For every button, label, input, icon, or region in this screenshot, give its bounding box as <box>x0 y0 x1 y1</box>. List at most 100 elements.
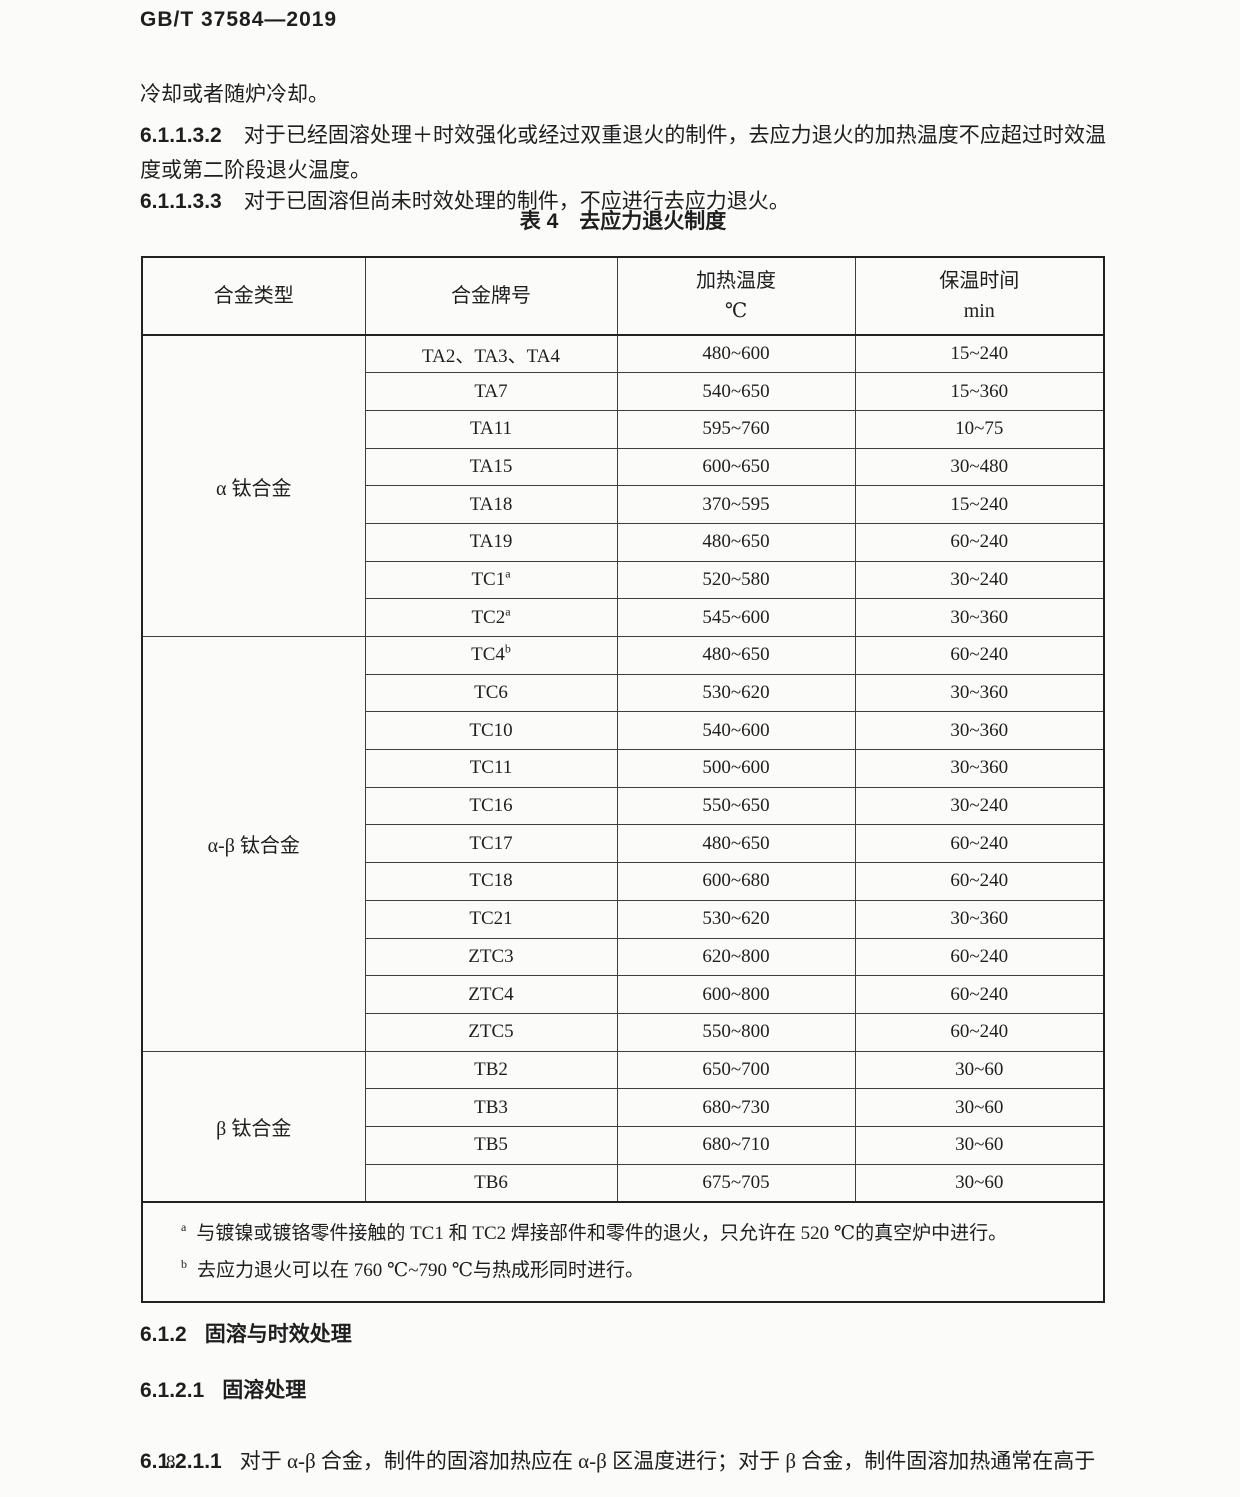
table-row: α-β 钛合金 TC4b 480~650 60~240 <box>141 636 1105 1052</box>
clause-text: 对于已固溶但尚未时效处理的制件，不应进行去应力退火。 <box>243 189 790 213</box>
table-row: TC17 480~650 60~240 <box>142 824 1105 864</box>
header-alloy-grade: 合金牌号 <box>364 256 618 336</box>
holding-time-cell: 30~360 <box>854 598 1105 637</box>
table-row: β 钛合金 TB2 650~700 30~60 <box>141 1050 1105 1203</box>
paragraph-cooling: 冷却或者随炉冷却。 <box>140 82 329 106</box>
alloy-grade-cell: TB2 <box>364 1050 618 1090</box>
heating-temp-cell: 600~650 <box>616 447 856 487</box>
alloy-grade-cell: TA15 <box>364 447 618 487</box>
alloy-type-cell: α 钛合金 <box>141 334 366 637</box>
alloy-grade-cell: TB5 <box>364 1125 618 1165</box>
table-row: TC11 500~600 30~360 <box>142 749 1105 788</box>
table-row: TB6 675~705 30~60 <box>142 1163 1105 1203</box>
heating-temp-cell: 600~680 <box>616 862 856 901</box>
page-number: 8 <box>166 1452 176 1473</box>
holding-time-cell: 30~60 <box>854 1125 1105 1165</box>
alloy-grade-cell: TA2、TA3、TA4 <box>364 334 618 374</box>
alloy-grade-cell: TC18 <box>364 862 618 901</box>
section-6-1-2-1: 6.1.2.1 固溶处理 <box>140 1379 307 1402</box>
alloy-grade-cell: TC4b <box>364 636 618 675</box>
alloy-grade-cell: TA18 <box>364 485 618 524</box>
heating-temp-cell: 480~650 <box>616 824 856 864</box>
table-row: ZTC5 550~800 60~240 <box>142 1012 1105 1052</box>
table-row: TC10 540~600 30~360 <box>142 711 1105 751</box>
holding-time-cell: 60~240 <box>854 824 1105 864</box>
table-row: TA18 370~595 15~240 <box>142 485 1105 524</box>
holding-time-cell: 60~240 <box>854 862 1105 901</box>
clause-6-1-1-3-3: 6.1.1.3.3 对于已固溶但尚未时效处理的制件，不应进行去应力退火。 <box>140 184 1106 219</box>
holding-time-cell: 60~240 <box>854 1012 1105 1052</box>
header-alloy-type: 合金类型 <box>141 256 366 336</box>
table4-title: 表 4 去应力退火制度 <box>519 210 727 233</box>
table4-stress-relief-annealing: 合金类型 合金牌号 加热温度 ℃ 保温时间 min α 钛合金 TA2、TA3、TA4… <box>141 256 1105 1303</box>
footnote-row: a 与镀镍或镀铬零件接触的 TC1 和 TC2 焊接部件和零件的退火，只允许在 5… <box>141 1200 1105 1303</box>
table-row: TA15 600~650 30~480 <box>142 447 1105 487</box>
holding-time-cell: 30~60 <box>854 1163 1105 1203</box>
footnote-b: b 去应力退火可以在 760 ℃~790 ℃与热成形同时进行。 <box>181 1257 645 1281</box>
heating-temp-cell: 480~650 <box>616 522 856 562</box>
alloy-grade-cell: TC16 <box>364 786 618 826</box>
alloy-grade-cell: TC21 <box>364 899 618 939</box>
table4-footnotes: a 与镀镍或镀铬零件接触的 TC1 和 TC2 焊接部件和零件的退火，只允许在 5… <box>141 1200 1105 1303</box>
holding-time-cell: 30~60 <box>854 1088 1105 1127</box>
alloy-grade-cell: TB3 <box>364 1088 618 1127</box>
table-row: TC1a 520~580 30~240 <box>142 560 1105 600</box>
alloy-grade-cell: ZTC3 <box>364 937 618 977</box>
heating-temp-cell: 680~710 <box>616 1125 856 1165</box>
holding-time-cell: 60~240 <box>854 975 1105 1014</box>
alloy-grade-cell: ZTC5 <box>364 1012 618 1052</box>
alloy-grade-cell: TC6 <box>364 673 618 713</box>
clause-number: 6.1.1.3.2 <box>140 124 222 147</box>
table-row: ZTC3 620~800 60~240 <box>142 937 1105 977</box>
holding-time-cell: 30~480 <box>854 447 1105 487</box>
alloy-grade-cell: TC10 <box>364 711 618 751</box>
heating-temp-cell: 540~600 <box>616 711 856 751</box>
alloy-grade-cell: TC17 <box>364 824 618 864</box>
holding-time-cell: 30~240 <box>854 560 1105 600</box>
heating-temp-cell: 620~800 <box>616 937 856 977</box>
heating-temp-cell: 480~600 <box>616 334 856 374</box>
table-row: TC2a 545~600 30~360 <box>142 598 1105 637</box>
heating-temp-cell: 675~705 <box>616 1163 856 1203</box>
holding-time-cell: 30~60 <box>854 1050 1105 1090</box>
heating-temp-cell: 600~800 <box>616 975 856 1014</box>
heating-temp-cell: 370~595 <box>616 485 856 524</box>
heating-temp-cell: 595~760 <box>616 409 856 449</box>
holding-time-cell: 60~240 <box>854 522 1105 562</box>
clause-6-1-2-1-1: 6.1.2.1.1 对于 α-β 合金，制件的固溶加热应在 α-β 区温度进行；对… <box>140 1449 1096 1473</box>
footnote-cell: a 与镀镍或镀铬零件接触的 TC1 和 TC2 焊接部件和零件的退火，只允许在 5… <box>141 1200 1105 1303</box>
heating-temp-cell: 680~730 <box>616 1088 856 1127</box>
table-row: TC18 600~680 60~240 <box>142 862 1105 901</box>
alloy-type-cell: α-β 钛合金 <box>141 636 366 1052</box>
clause-text: 对于已经固溶处理＋时效强化或经过双重退火的制件，去应力退火的加热温度不应超过时效… <box>140 123 1106 182</box>
heating-temp-cell: 650~700 <box>616 1050 856 1090</box>
table-row: TB5 680~710 30~60 <box>142 1125 1105 1165</box>
table-row: TC6 530~620 30~360 <box>142 673 1105 713</box>
alloy-grade-cell: TA7 <box>364 372 618 411</box>
holding-time-cell: 30~360 <box>854 749 1105 788</box>
standard-number: GB/T 37584—2019 <box>140 8 338 31</box>
holding-time-cell: 60~240 <box>854 937 1105 977</box>
holding-time-cell: 15~240 <box>854 334 1105 374</box>
table4-header: 合金类型 合金牌号 加热温度 ℃ 保温时间 min <box>141 256 1105 336</box>
table-row: TA19 480~650 60~240 <box>142 522 1105 562</box>
alloy-grade-cell: TC2a <box>364 598 618 637</box>
heating-temp-cell: 545~600 <box>616 598 856 637</box>
heating-temp-cell: 550~800 <box>616 1012 856 1052</box>
heating-temp-cell: 500~600 <box>616 749 856 788</box>
clause-number: 6.1.1.3.3 <box>140 190 222 213</box>
header-holding-time: 保温时间 min <box>854 256 1105 336</box>
heating-temp-cell: 540~650 <box>616 372 856 411</box>
table4-body: α 钛合金 TA2、TA3、TA4 480~600 15~240 TA7 540~650 1… <box>141 334 1105 1203</box>
table-row: ZTC4 600~800 60~240 <box>142 975 1105 1014</box>
holding-time-cell: 60~240 <box>854 636 1105 675</box>
clause-6-1-1-3-2: 6.1.1.3.2 对于已经固溶处理＋时效强化或经过双重退火的制件，去应力退火的加… <box>140 118 1106 187</box>
table-row: TA11 595~760 10~75 <box>142 409 1105 449</box>
holding-time-cell: 15~240 <box>854 485 1105 524</box>
alloy-grade-cell: TA11 <box>364 409 618 449</box>
alloy-grade-cell: TA19 <box>364 522 618 562</box>
alloy-type-cell: β 钛合金 <box>141 1050 366 1203</box>
holding-time-cell: 30~360 <box>854 711 1105 751</box>
section-6-1-2: 6.1.2 固溶与时效处理 <box>140 1323 352 1346</box>
